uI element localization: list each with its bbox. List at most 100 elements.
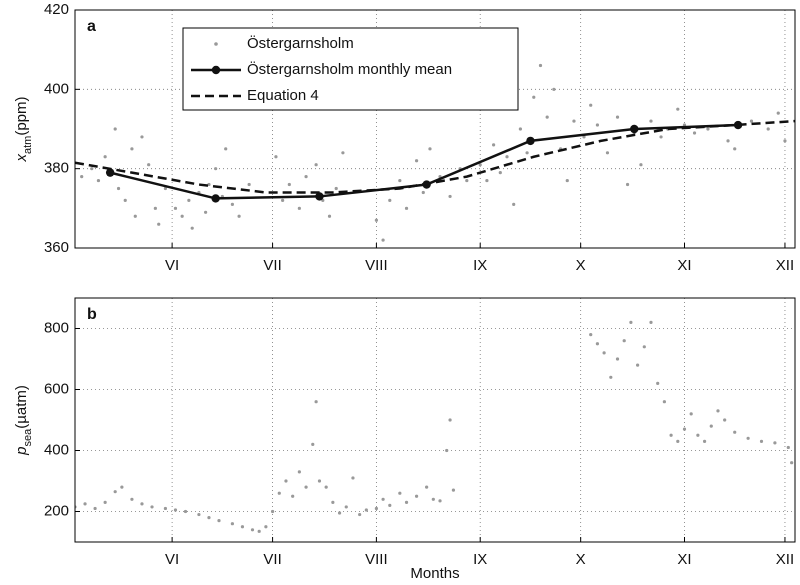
data-point xyxy=(512,202,516,206)
data-point xyxy=(237,214,241,218)
data-point xyxy=(204,210,208,214)
data-point xyxy=(324,485,328,489)
mean-marker xyxy=(315,192,324,201)
data-point xyxy=(304,485,308,489)
data-point xyxy=(270,509,275,514)
data-point xyxy=(257,529,261,533)
data-point xyxy=(140,135,144,139)
data-point xyxy=(311,442,315,446)
data-point xyxy=(595,123,600,127)
data-point xyxy=(589,103,593,107)
data-point xyxy=(116,186,121,191)
x-tick-label: XI xyxy=(677,257,691,274)
data-point xyxy=(247,182,251,187)
data-point xyxy=(281,198,285,202)
data-point xyxy=(545,115,549,119)
data-point xyxy=(240,525,245,529)
data-point xyxy=(525,151,529,155)
data-point xyxy=(297,470,301,474)
data-point xyxy=(250,528,255,532)
mean-marker xyxy=(526,136,535,146)
data-point xyxy=(130,147,134,151)
data-point xyxy=(344,505,348,509)
data-point xyxy=(790,461,794,465)
legend-swatch xyxy=(214,42,218,46)
panel-label: a xyxy=(87,18,96,35)
data-point xyxy=(565,178,569,183)
data-point xyxy=(676,439,680,443)
data-point xyxy=(230,202,234,206)
data-point xyxy=(702,439,707,443)
data-point xyxy=(492,143,496,147)
data-point xyxy=(716,409,720,413)
data-point xyxy=(297,206,301,210)
data-point xyxy=(374,218,378,222)
data-point xyxy=(150,505,154,509)
data-point xyxy=(656,381,660,385)
data-point xyxy=(505,155,509,159)
legend-label: Equation 4 xyxy=(247,87,319,104)
data-point xyxy=(749,119,754,123)
data-point xyxy=(90,167,94,171)
mean-marker xyxy=(630,124,639,134)
data-point xyxy=(445,448,449,453)
data-point xyxy=(197,512,201,517)
data-point xyxy=(465,178,469,183)
data-point xyxy=(639,163,643,167)
data-point xyxy=(615,115,620,119)
data-point xyxy=(173,206,178,210)
data-point xyxy=(448,194,452,199)
plot-area xyxy=(75,320,794,533)
data-point xyxy=(605,151,610,155)
data-point xyxy=(224,147,228,151)
y-tick-label: 400 xyxy=(44,441,69,458)
data-point xyxy=(629,320,633,324)
data-point xyxy=(103,155,107,159)
data-point xyxy=(331,500,335,504)
data-point xyxy=(80,175,84,179)
data-point xyxy=(337,511,342,515)
data-point xyxy=(692,131,697,135)
data-point xyxy=(659,135,663,139)
data-point xyxy=(183,509,188,514)
data-point xyxy=(669,433,673,437)
data-point xyxy=(180,214,184,218)
mean-marker xyxy=(211,194,220,203)
data-point xyxy=(404,206,409,210)
data-point xyxy=(676,107,680,111)
y-label-subscript: sea xyxy=(22,428,34,447)
plot-area xyxy=(75,63,795,242)
data-point xyxy=(696,433,700,437)
y-tick-label: 400 xyxy=(44,80,69,97)
data-point xyxy=(552,87,556,91)
data-point xyxy=(334,186,338,191)
data-point xyxy=(120,485,124,489)
data-point xyxy=(96,178,101,183)
data-point xyxy=(341,151,345,155)
data-point xyxy=(733,430,737,434)
x-tick-label: XII xyxy=(776,257,794,274)
data-point xyxy=(723,418,727,422)
data-point xyxy=(381,497,385,501)
data-point xyxy=(351,476,355,480)
x-tick-label: X xyxy=(576,257,586,274)
data-point xyxy=(230,522,234,526)
data-point xyxy=(538,63,543,68)
data-point xyxy=(689,412,693,416)
x-tick-label: IX xyxy=(473,257,487,274)
data-point xyxy=(140,502,144,506)
data-point xyxy=(398,178,402,183)
data-point xyxy=(786,445,790,450)
data-point xyxy=(173,508,178,512)
data-point xyxy=(103,500,107,504)
y-tick-label: 800 xyxy=(44,319,69,336)
data-point xyxy=(776,111,780,115)
data-point xyxy=(123,198,127,202)
data-point xyxy=(214,167,218,171)
data-point xyxy=(113,490,117,494)
x-tick-label: VI xyxy=(165,551,179,568)
panel-label: b xyxy=(87,306,97,323)
data-point xyxy=(388,503,392,507)
